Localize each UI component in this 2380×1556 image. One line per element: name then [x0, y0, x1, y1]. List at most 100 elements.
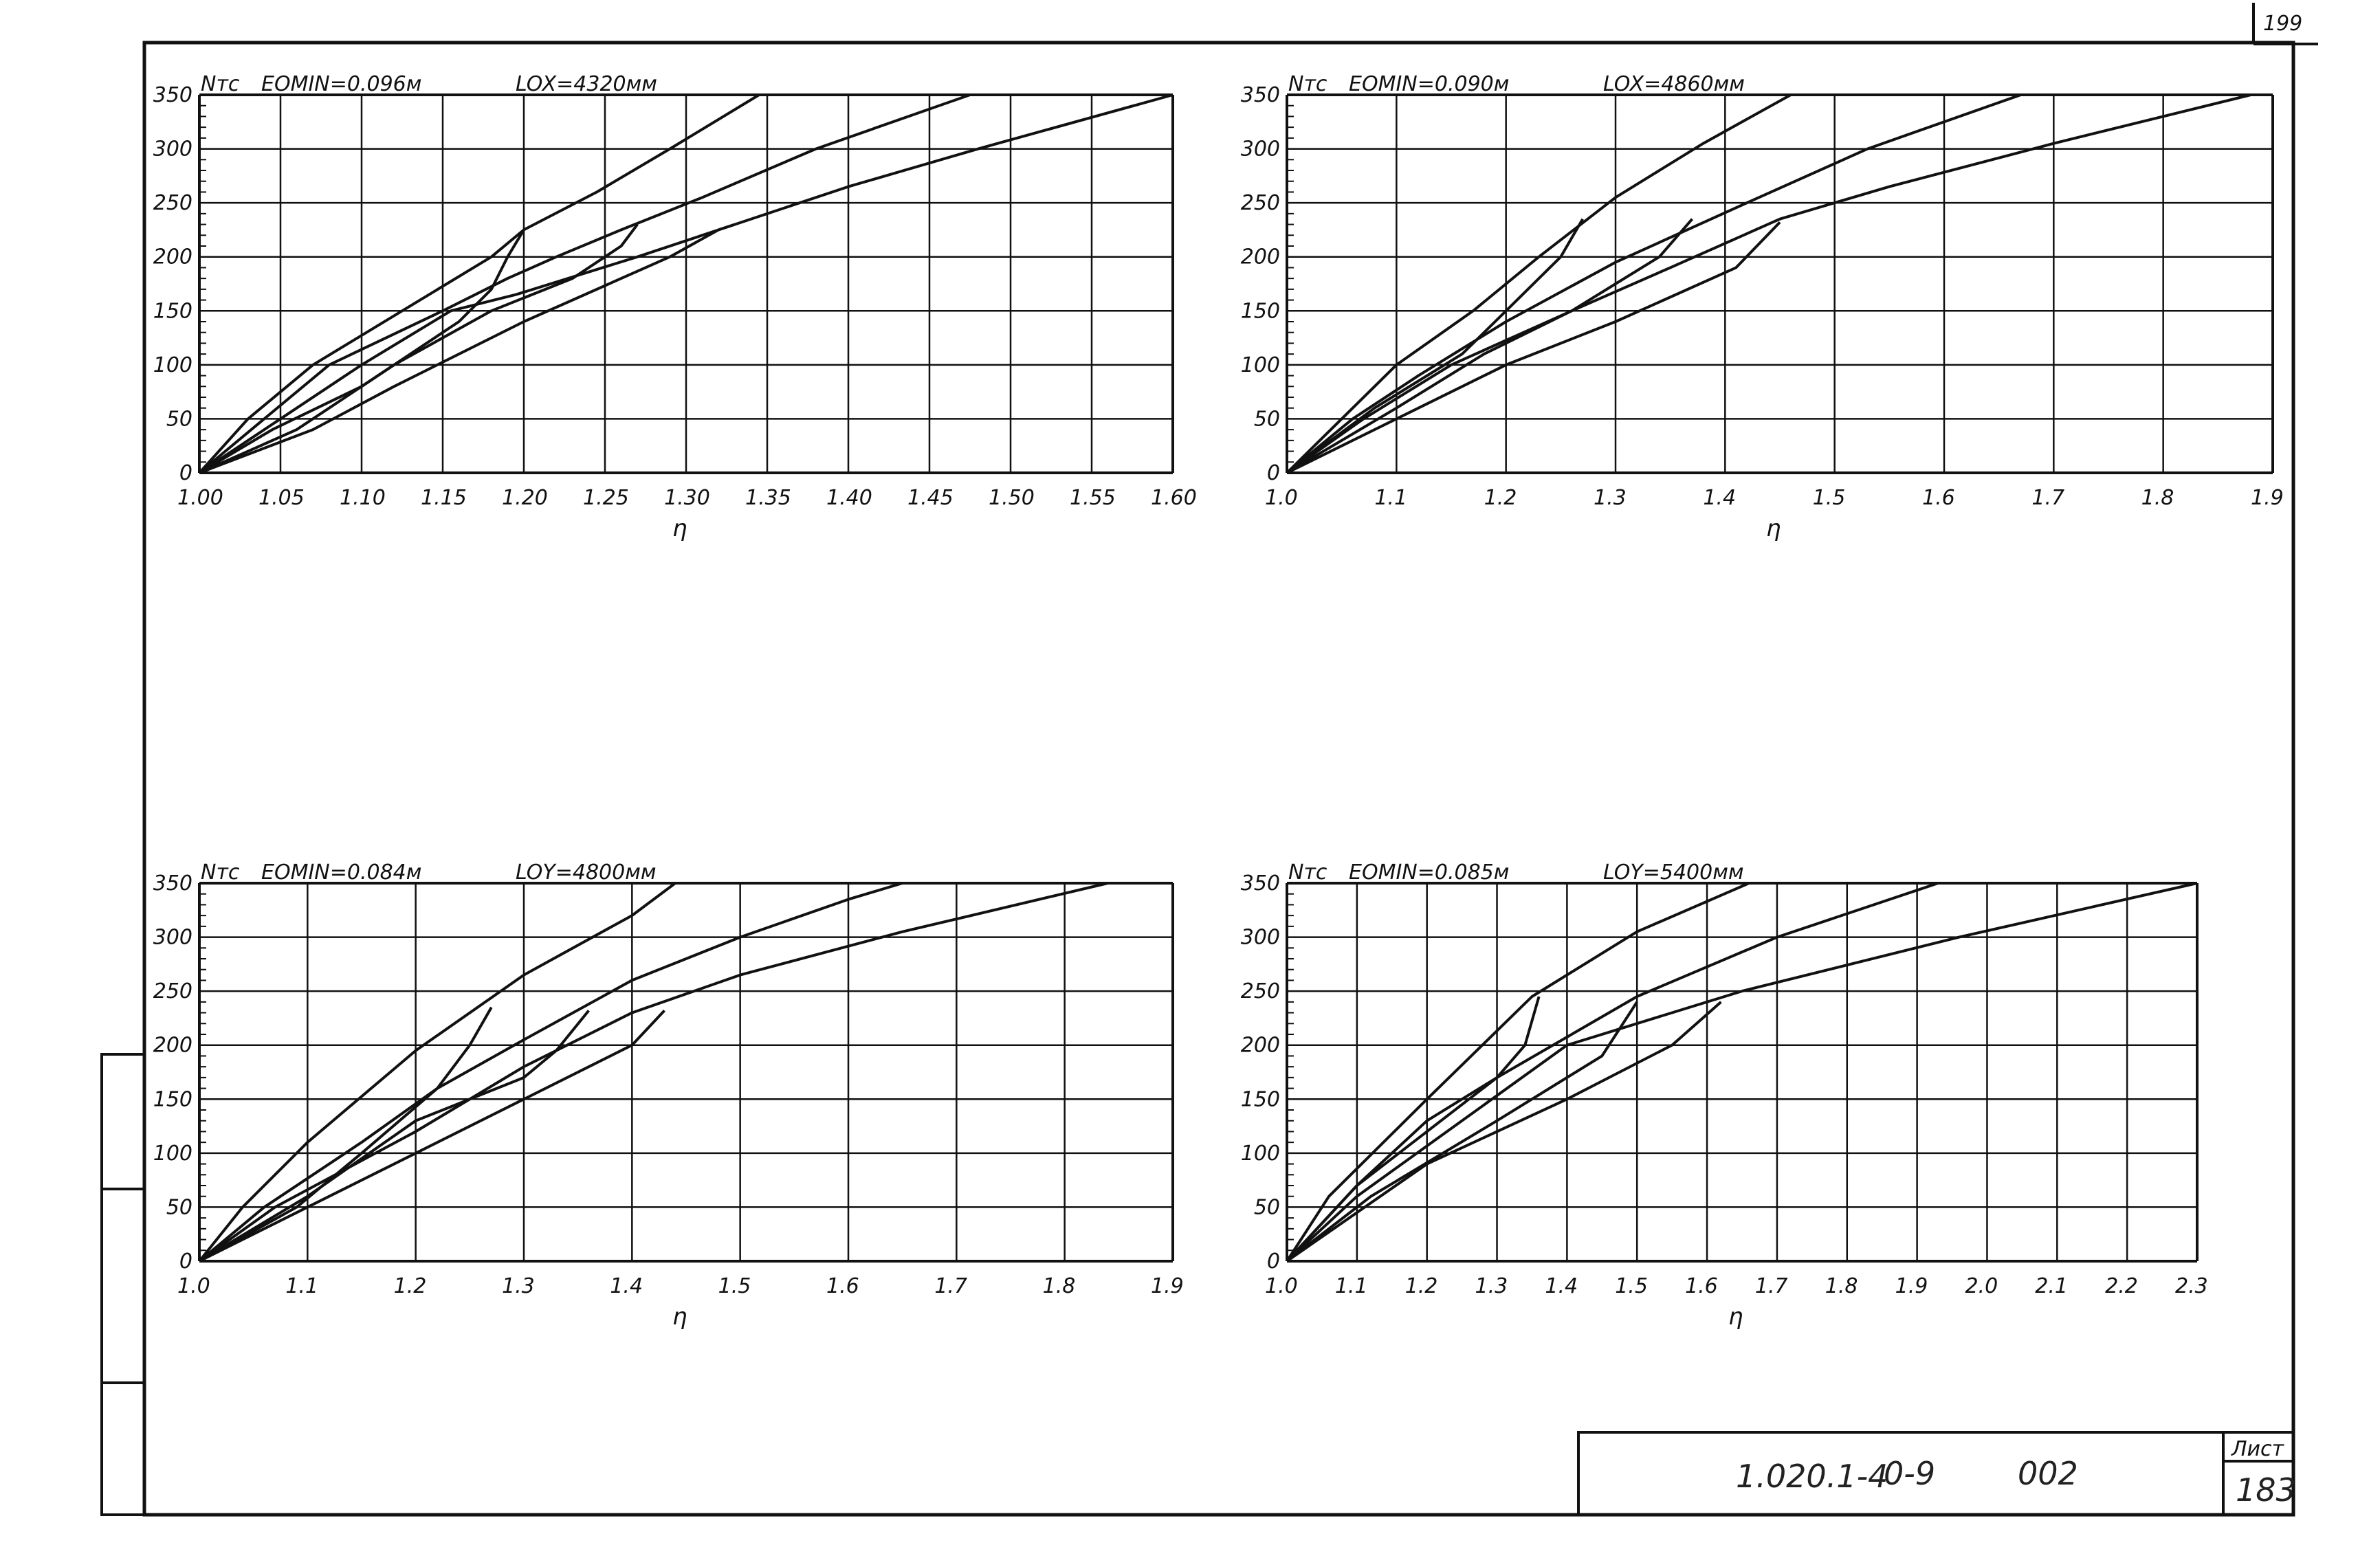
- x-tick-label: 1.45: [907, 486, 954, 510]
- x-tick-label: 1.40: [826, 486, 872, 510]
- x-tick-label: 1.7: [1755, 1274, 1788, 1298]
- x-tick-label: 1.1: [285, 1274, 318, 1298]
- chart-3: 1.0 1.1 1.2 1.3 1.4 1.5 1.6 1.7 1.8 1.9 0 50 100 150 2…: [153, 860, 1184, 1331]
- x-tick-label: 1.7: [934, 1274, 967, 1298]
- y-tick-label: 100: [1241, 1142, 1280, 1166]
- series-line-3: [1286, 882, 2198, 1263]
- series-line-3: [198, 882, 1109, 1263]
- series-line-6: [199, 223, 736, 474]
- y-tick-label: 0: [179, 1249, 192, 1274]
- x-tick-label: 1.30: [664, 486, 710, 510]
- series-line-1: [198, 93, 760, 474]
- eomin-label: EOMIN=0.084м: [261, 860, 421, 885]
- y-tick-label: 200: [1241, 1034, 1280, 1058]
- x-tick-label: 1.3: [1594, 486, 1627, 510]
- y-tick-label: 300: [1241, 137, 1280, 162]
- series-line-2: [198, 882, 903, 1263]
- binding-strip: [100, 1053, 146, 1516]
- y-tick-label: 300: [153, 137, 192, 162]
- x-axis-label: η: [672, 515, 687, 542]
- x-tick-label: 1.8: [1043, 1274, 1076, 1298]
- y-tick-label: 50: [1254, 1195, 1280, 1219]
- x-tick-label: 1.7: [2031, 486, 2064, 510]
- sheet-label: Лист: [2231, 1437, 2285, 1461]
- x-tick-label: 1.0: [1265, 486, 1298, 510]
- y-tick-label: 0: [179, 461, 192, 485]
- series-line-2: [1286, 882, 1939, 1263]
- chart-2: 1.0 1.1 1.2 1.3 1.4 1.5 1.6 1.7 1.8 1.9 0 50 100 150 2…: [1241, 72, 2284, 542]
- x-tick-label: 1.10: [340, 486, 386, 510]
- y-tick-label: 0: [1267, 461, 1280, 485]
- y-unit-label: Nтс: [1288, 72, 1327, 96]
- y-tick-label: 100: [1241, 353, 1280, 377]
- x-tick-label: 1.6: [1922, 486, 1955, 510]
- series-line-6: [1286, 221, 1781, 474]
- x-tick-label: 1.25: [583, 486, 629, 510]
- series-line-4: [1286, 218, 1584, 474]
- x-tick-label: 1.9: [1151, 1274, 1184, 1298]
- x-tick-label: 1.05: [258, 486, 305, 510]
- series-line-6: [1286, 1001, 1722, 1263]
- x-tick-label: 1.5: [1813, 486, 1846, 510]
- title-block-doc: 002: [2018, 1455, 2078, 1492]
- chart-4: 1.0 1.1 1.2 1.3 1.4 1.5 1.6 1.7 1.8 1.9 2.0 2.1 2.2 2…: [1241, 860, 2208, 1331]
- x-tick-label: 1.50: [989, 486, 1035, 510]
- series-line-2: [1286, 93, 2022, 474]
- series-line-5: [1286, 1001, 1638, 1263]
- x-axis-label: η: [1766, 515, 1781, 542]
- eomin-label: EOMIN=0.096м: [261, 72, 421, 96]
- y-tick-label: 50: [166, 407, 192, 431]
- charts-group: 1.00 1.05 1.10 1.15 1.20 1.25 1.30 1.35 1.40 1.45…: [153, 72, 2284, 1331]
- chart-1: 1.00 1.05 1.10 1.15 1.20 1.25 1.30 1.35 1.40 1.45…: [153, 72, 1197, 542]
- y-unit-label: Nтс: [201, 72, 240, 96]
- series-line-1: [198, 882, 676, 1263]
- y-tick-label: 50: [1254, 407, 1280, 431]
- title-block-part: 0-9: [1884, 1455, 1935, 1492]
- series-line-3: [1286, 93, 2251, 474]
- y-tick-label: 350: [1241, 83, 1280, 107]
- series-line-5: [199, 223, 639, 474]
- sheet-frame: [142, 41, 2295, 1517]
- y-unit-label: Nтс: [201, 860, 240, 885]
- eomin-label: EOMIN=0.090м: [1349, 72, 1509, 96]
- x-tick-label: 1.0: [177, 1274, 210, 1298]
- series-line-6: [199, 1010, 665, 1263]
- series-line-5: [1286, 218, 1694, 474]
- x-tick-label: 1.1: [1374, 486, 1407, 510]
- y-unit-label: Nтс: [1288, 860, 1327, 885]
- series-line-4: [198, 229, 525, 474]
- x-tick-label: 1.35: [745, 486, 791, 510]
- title-block-code: 1.020.1-4: [1736, 1458, 1888, 1495]
- x-tick-label: 1.15: [421, 486, 467, 510]
- length-label: LOX=4860мм: [1603, 72, 1745, 96]
- length-label: LOY=5400мм: [1603, 860, 1743, 885]
- series-line-1: [1286, 93, 1792, 474]
- y-tick-label: 50: [166, 1195, 192, 1219]
- y-tick-label: 0: [1267, 1249, 1280, 1274]
- y-tick-label: 250: [1241, 191, 1280, 215]
- sheet-number: 183: [2236, 1471, 2296, 1509]
- series-line-1: [1286, 882, 1750, 1263]
- y-tick-label: 350: [153, 871, 192, 896]
- y-tick-label: 250: [153, 979, 192, 1003]
- y-tick-label: 150: [153, 1087, 192, 1111]
- y-tick-label: 300: [1241, 926, 1280, 950]
- x-tick-label: 1.2: [1484, 486, 1517, 510]
- x-tick-label: 1.3: [502, 1274, 535, 1298]
- x-tick-label: 1.9: [2251, 486, 2284, 510]
- y-tick-label: 200: [153, 1034, 192, 1058]
- title-block: [1577, 1431, 2295, 1516]
- x-tick-label: 1.6: [1685, 1274, 1718, 1298]
- x-tick-label: 1.2: [1405, 1274, 1438, 1298]
- y-tick-label: 300: [153, 926, 192, 950]
- x-tick-label: 1.20: [502, 486, 548, 510]
- y-tick-label: 350: [153, 83, 192, 107]
- x-tick-label: 1.8: [2141, 486, 2174, 510]
- y-tick-label: 150: [153, 299, 192, 323]
- x-tick-label: 2.3: [2175, 1274, 2208, 1298]
- series-line-5: [198, 1010, 590, 1263]
- x-tick-label: 2.0: [1965, 1274, 1998, 1298]
- y-tick-label: 350: [1241, 871, 1280, 896]
- x-tick-label: 1.4: [610, 1274, 643, 1298]
- x-tick-label: 1.1: [1335, 1274, 1368, 1298]
